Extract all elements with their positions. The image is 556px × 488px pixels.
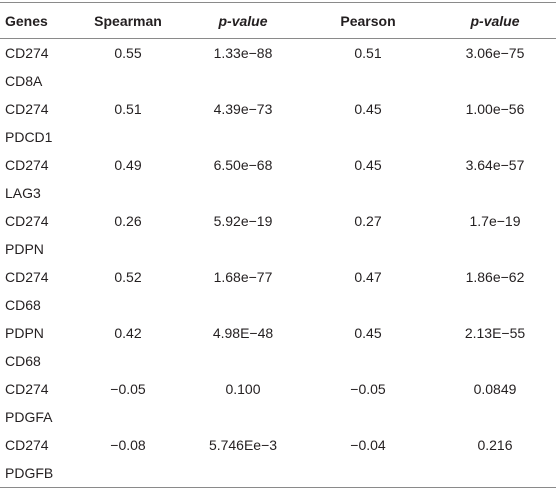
gene-name: CD274 xyxy=(5,381,49,397)
value-cell: 0.26 xyxy=(114,213,142,229)
column-header: Pearson xyxy=(302,2,434,39)
value-cell: 1.7e−19 xyxy=(469,213,521,229)
value-cell: 5.92e−19 xyxy=(213,213,273,229)
gene-pair-cell: CD274 PDCD1 xyxy=(0,95,72,151)
gene-name: CD274 xyxy=(5,269,49,285)
gene-name: PDCD1 xyxy=(5,129,53,145)
column-header: Genes xyxy=(0,2,72,39)
gene-pair-cell: CD274 PDGFB xyxy=(0,431,72,488)
value-cell: 0.47 xyxy=(354,269,382,285)
table-row: CD274 PDGFB −0.08 5.746Ee−3 −0.04 0.216 xyxy=(0,431,556,488)
table-body: CD274 CD8A 0.55 1.33e−88 0.51 3.06e−75 CD274 PD… xyxy=(0,39,556,488)
gene-name: CD68 xyxy=(5,297,41,313)
gene-name: CD274 xyxy=(5,213,49,229)
value-cell: 1.33e−88 xyxy=(213,45,273,61)
value-cell: 0.49 xyxy=(114,157,142,173)
value-cell: 0.0849 xyxy=(473,381,517,397)
value-cell: −0.05 xyxy=(110,381,146,397)
value-cell: 2.13E−55 xyxy=(464,325,526,341)
gene-pair-cell: CD274 CD8A xyxy=(0,39,72,96)
value-cell: 5.746Ee−3 xyxy=(208,437,278,453)
gene-name: PDPN xyxy=(5,241,44,257)
gene-pair-cell: CD274 CD68 xyxy=(0,263,72,319)
gene-name: CD274 xyxy=(5,101,49,117)
column-header: Spearman xyxy=(72,2,184,39)
table-row: CD274 LAG3 0.49 6.50e−68 0.45 3.64e−57 xyxy=(0,151,556,207)
value-cell: 0.51 xyxy=(354,45,382,61)
table-row: CD274 PDPN 0.26 5.92e−19 0.27 1.7e−19 xyxy=(0,207,556,263)
header-row: Genes Spearman p-value Pearson p-value xyxy=(0,2,556,39)
gene-name: CD274 xyxy=(5,45,49,61)
table-row: PDPN CD68 0.42 4.98E−48 0.45 2.13E−55 xyxy=(0,319,556,375)
gene-name: PDPN xyxy=(5,325,44,341)
column-header: p-value xyxy=(434,2,556,39)
table-row: CD274 CD68 0.52 1.68e−77 0.47 1.86e−62 xyxy=(0,263,556,319)
gene-name: CD8A xyxy=(5,73,43,89)
value-cell: −0.04 xyxy=(350,437,386,453)
value-cell: 4.98E−48 xyxy=(212,325,274,341)
value-cell: 1.86e−62 xyxy=(465,269,525,285)
gene-name: PDGFA xyxy=(5,409,53,425)
gene-name: LAG3 xyxy=(5,185,41,201)
gene-name: PDGFB xyxy=(5,465,54,481)
value-cell: 6.50e−68 xyxy=(213,157,273,173)
value-cell: 0.45 xyxy=(354,101,382,117)
gene-name: CD274 xyxy=(5,157,49,173)
table-row: CD274 CD8A 0.55 1.33e−88 0.51 3.06e−75 xyxy=(0,39,556,96)
gene-pair-cell: CD274 PDPN xyxy=(0,207,72,263)
value-cell: 0.45 xyxy=(354,157,382,173)
value-cell: 4.39e−73 xyxy=(213,101,273,117)
value-cell: 0.216 xyxy=(477,437,513,453)
value-cell: 1.68e−77 xyxy=(213,269,273,285)
value-cell: 1.00e−56 xyxy=(465,101,525,117)
gene-name: CD274 xyxy=(5,437,49,453)
gene-pair-cell: PDPN CD68 xyxy=(0,319,72,375)
value-cell: 0.100 xyxy=(225,381,261,397)
value-cell: 3.06e−75 xyxy=(465,45,525,61)
value-cell: 0.42 xyxy=(114,325,142,341)
value-cell: 0.45 xyxy=(354,325,382,341)
gene-pair-cell: CD274 PDGFA xyxy=(0,375,72,431)
value-cell: 0.27 xyxy=(354,213,382,229)
value-cell: −0.08 xyxy=(110,437,146,453)
value-cell: 0.51 xyxy=(114,101,142,117)
value-cell: 0.52 xyxy=(114,269,142,285)
column-header: p-value xyxy=(184,2,302,39)
table-row: CD274 PDGFA −0.05 0.100 −0.05 0.0849 xyxy=(0,375,556,431)
gene-name: CD68 xyxy=(5,353,41,369)
gene-pair-cell: CD274 LAG3 xyxy=(0,151,72,207)
value-cell: 3.64e−57 xyxy=(465,157,525,173)
value-cell: −0.05 xyxy=(350,381,386,397)
value-cell: 0.55 xyxy=(114,45,142,61)
table-row: CD274 PDCD1 0.51 4.39e−73 0.45 1.00e−56 xyxy=(0,95,556,151)
